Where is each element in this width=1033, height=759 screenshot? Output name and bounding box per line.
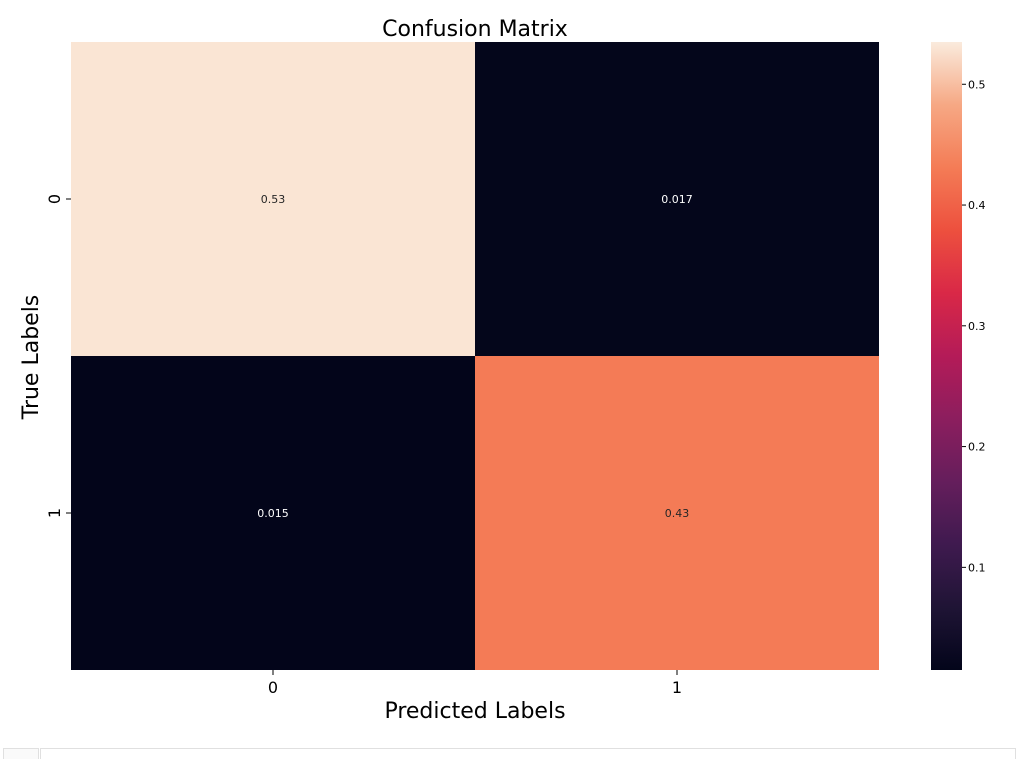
heatmap-cell: [475, 42, 879, 356]
heatmap-cell: [71, 356, 475, 670]
y-tick-label: 1: [45, 508, 64, 518]
colorbar: [931, 42, 962, 670]
heatmap-annotations: 0.53 0.017 0.015 0.43: [257, 193, 693, 520]
cell-annotation: 0.015: [257, 507, 289, 520]
cell-input-area[interactable]: [40, 748, 1016, 759]
colorbar-tick-label: 0.3: [968, 320, 986, 333]
colorbar-tick-label: 0.1: [968, 561, 986, 574]
y-tick-label: 0: [45, 194, 64, 204]
heatmap-cells: [71, 42, 879, 670]
cell-annotation: 0.43: [665, 507, 690, 520]
cell-annotation: 0.53: [261, 193, 286, 206]
chart-title: Confusion Matrix: [382, 17, 568, 42]
heatmap-cell: [71, 42, 475, 356]
colorbar-tick-label: 0.4: [968, 199, 986, 212]
colorbar-tick-label: 0.2: [968, 441, 986, 454]
colorbar-ticks: 0.1 0.2 0.3 0.4 0.5: [962, 78, 986, 574]
colorbar-tick-label: 0.5: [968, 78, 986, 91]
notebook-next-cell: [0, 742, 1033, 759]
y-axis-ticks: 01: [45, 194, 71, 518]
y-axis-label: True Labels: [19, 295, 44, 421]
x-axis-label: Predicted Labels: [384, 699, 565, 724]
x-tick-label: 0: [268, 678, 278, 697]
cell-gutter: [3, 748, 39, 759]
cell-annotation: 0.017: [661, 193, 693, 206]
heatmap-cell: [475, 356, 879, 670]
x-tick-label: 1: [672, 678, 682, 697]
